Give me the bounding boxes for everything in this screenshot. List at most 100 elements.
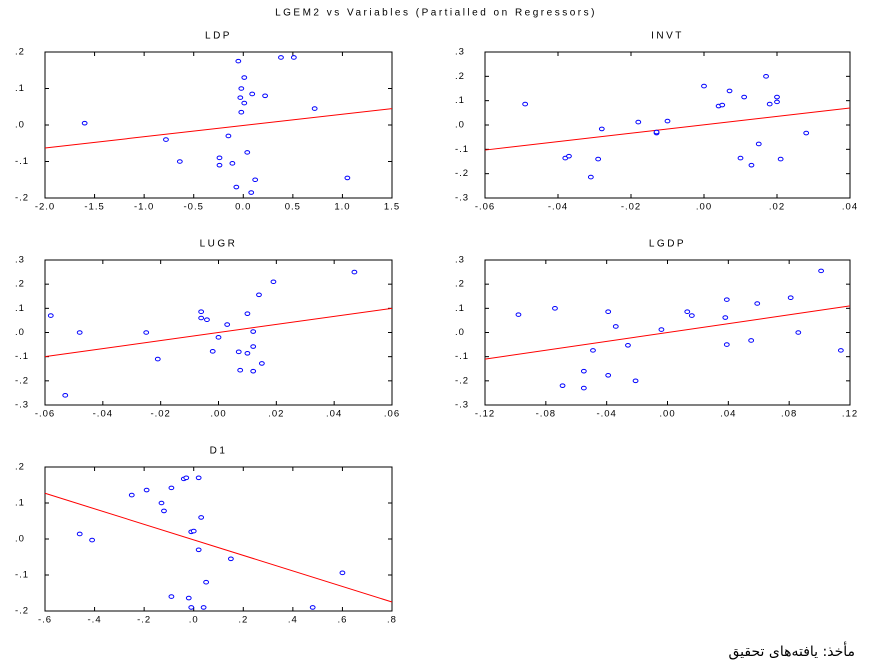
point (724, 343, 729, 347)
point (756, 142, 761, 146)
x-tick-label: -.2 (137, 615, 151, 626)
point (591, 349, 596, 353)
chart: LGEM2 vs Variables (Partialled on Regres… (0, 0, 871, 640)
point (239, 87, 244, 91)
point (523, 102, 528, 106)
y-tick-label: .0 (455, 327, 465, 338)
panel-title: LUGR (200, 239, 238, 250)
chart-title: LGEM2 vs Variables (Partialled on Regres… (275, 8, 597, 19)
x-tick-label: -.04 (596, 409, 616, 420)
point (665, 119, 670, 123)
x-tick-label: 0.0 (235, 202, 251, 213)
x-tick-label: -.04 (93, 409, 113, 420)
point (613, 325, 618, 329)
x-tick-label: .00 (696, 202, 712, 213)
x-tick-label: -.02 (150, 409, 170, 420)
point (659, 328, 664, 332)
y-tick-label: .1 (455, 95, 465, 106)
point (838, 349, 843, 353)
x-tick-label: -0.5 (184, 202, 204, 213)
point (210, 350, 215, 354)
y-tick-label: .3 (455, 255, 465, 266)
y-tick-label: -.3 (455, 400, 469, 411)
point (257, 293, 262, 297)
point (196, 476, 201, 480)
point (606, 310, 611, 314)
point (581, 369, 586, 373)
point (819, 269, 824, 273)
point (560, 384, 565, 388)
point (738, 156, 743, 160)
y-tick-label: .2 (455, 71, 465, 82)
point (228, 557, 233, 561)
x-tick-label: -1.5 (84, 202, 104, 213)
point (626, 344, 631, 348)
point (177, 160, 182, 164)
y-tick-label: .0 (15, 327, 25, 338)
point (263, 94, 268, 98)
point (796, 331, 801, 335)
point (778, 157, 783, 161)
point (169, 486, 174, 490)
point (236, 350, 241, 354)
fit-line (45, 493, 392, 602)
x-tick-label: 1.5 (384, 202, 400, 213)
point (159, 501, 164, 505)
point (201, 606, 206, 610)
point (636, 120, 641, 124)
point (82, 121, 87, 125)
x-tick-label: .2 (238, 615, 248, 626)
point (250, 92, 255, 96)
point (144, 331, 149, 335)
point (63, 394, 68, 398)
y-tick-label: .2 (15, 462, 25, 473)
x-tick-label: .08 (781, 409, 797, 420)
plot-frame (45, 52, 392, 198)
point (291, 56, 296, 60)
x-tick-label: .8 (387, 615, 397, 626)
point (238, 96, 243, 100)
point (553, 307, 558, 311)
point (633, 379, 638, 383)
x-tick-label: .00 (210, 409, 226, 420)
y-tick-label: .2 (15, 47, 25, 58)
x-tick-label: .04 (842, 202, 858, 213)
point (155, 357, 160, 361)
point (217, 156, 222, 160)
point (599, 127, 604, 131)
y-tick-label: -.1 (15, 570, 29, 581)
point (767, 102, 772, 106)
y-tick-label: -.2 (15, 193, 29, 204)
point (596, 157, 601, 161)
point (245, 151, 250, 155)
point (352, 270, 357, 274)
point (245, 351, 250, 355)
point (654, 130, 659, 134)
point (204, 580, 209, 584)
panel-title: INVT (651, 31, 684, 42)
y-tick-label: .1 (15, 498, 25, 509)
point (236, 59, 241, 63)
point (77, 532, 82, 536)
y-tick-label: -.2 (455, 168, 469, 179)
point (230, 162, 235, 166)
y-tick-label: -.1 (15, 156, 29, 167)
fit-line (45, 109, 392, 148)
point (727, 89, 732, 93)
point (581, 386, 586, 390)
x-tick-label: .04 (720, 409, 736, 420)
x-tick-label: -.06 (475, 202, 495, 213)
source-note: مأخذ: یافته‌های تحقیق (729, 644, 856, 660)
plot-frame (485, 52, 850, 198)
point (685, 310, 690, 314)
point (77, 331, 82, 335)
point (189, 606, 194, 610)
point (804, 131, 809, 135)
point (205, 318, 210, 322)
point (310, 606, 315, 610)
y-tick-label: -.2 (15, 606, 29, 617)
panel-title: LDP (205, 31, 232, 42)
point (144, 488, 149, 492)
y-tick-label: .0 (15, 120, 25, 131)
y-tick-label: .1 (455, 303, 465, 314)
